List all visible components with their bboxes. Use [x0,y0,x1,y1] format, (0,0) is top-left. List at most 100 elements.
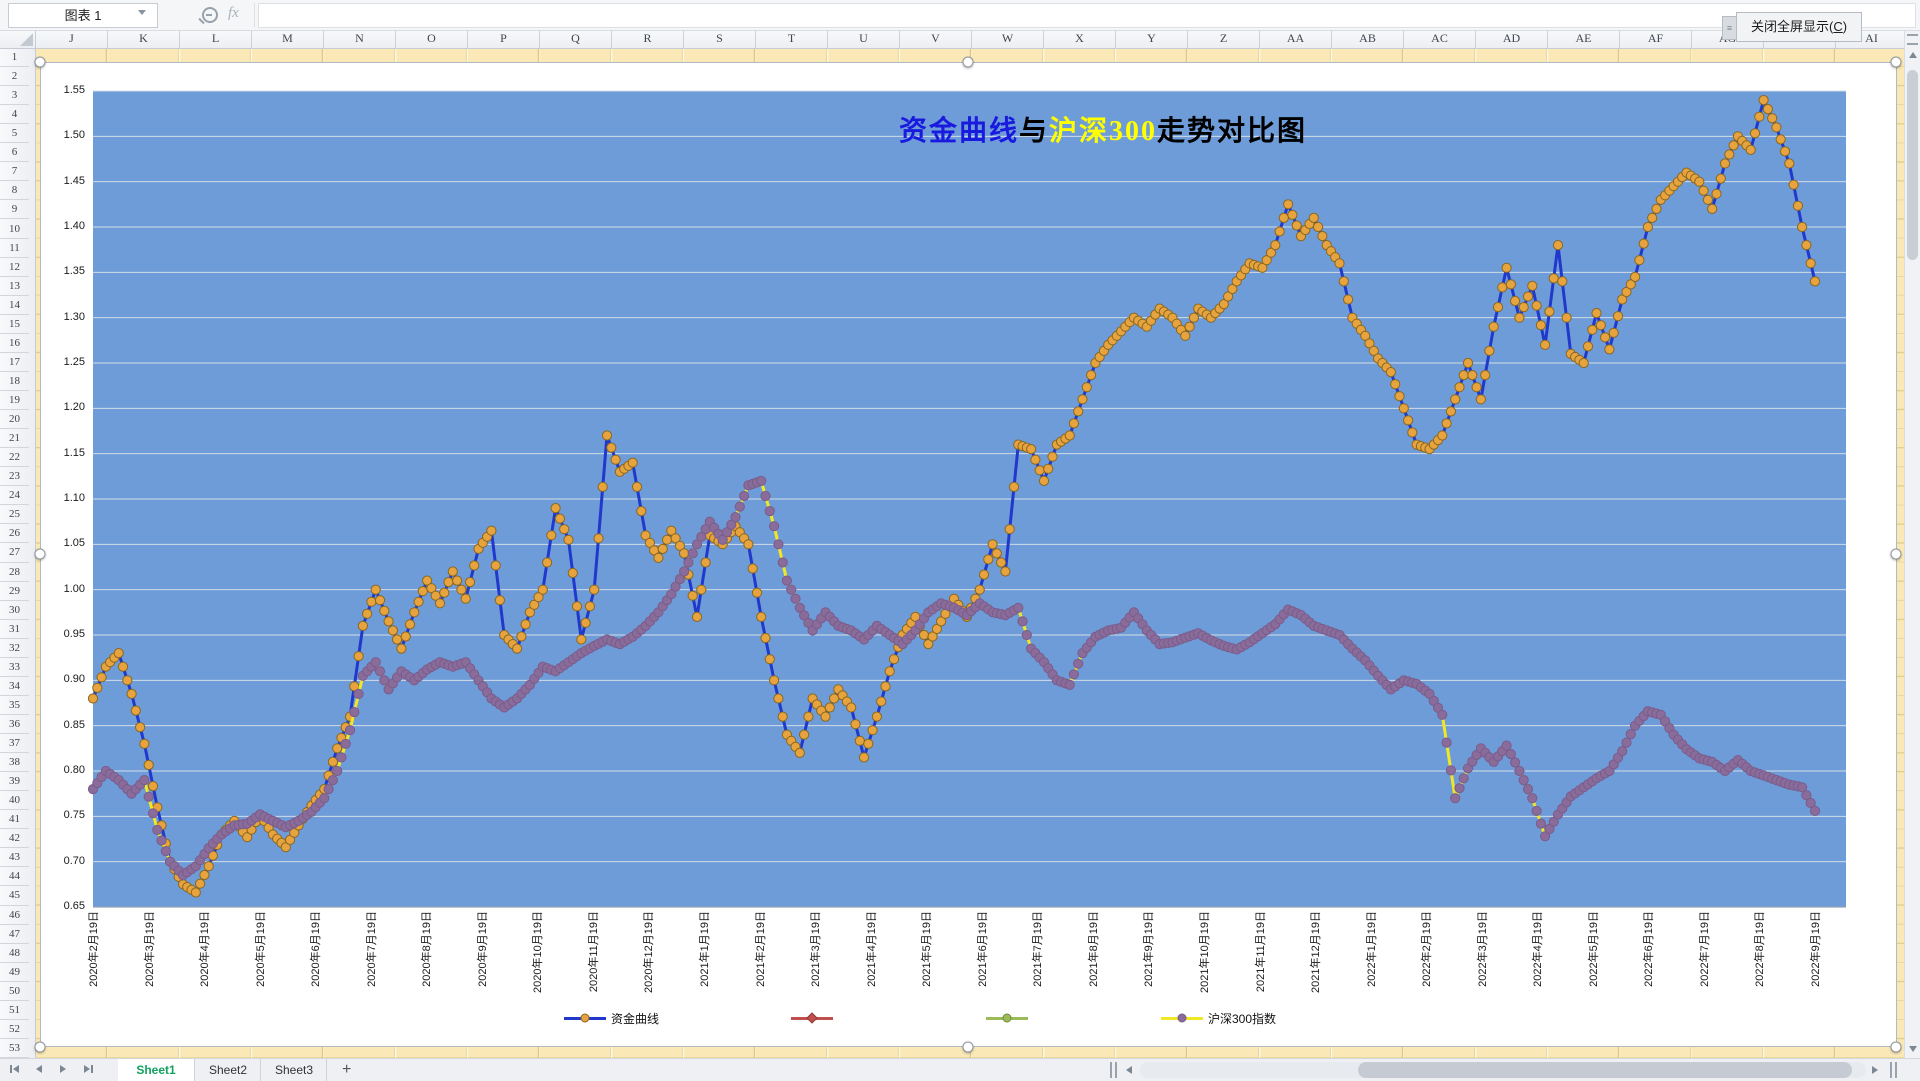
row-header-22[interactable]: 22 [0,448,29,468]
horizontal-split-handle-2[interactable] [1890,1062,1897,1078]
row-header-52[interactable]: 52 [0,1020,29,1039]
row-header-50[interactable]: 50 [0,982,29,1001]
tab-sheet1[interactable]: Sheet1 [118,1059,195,1081]
chart-handle-bottom-right[interactable] [1890,1041,1902,1053]
row-header-30[interactable]: 30 [0,601,29,620]
row-header-16[interactable]: 16 [0,334,29,353]
fx-icon[interactable]: fx [228,5,239,21]
row-header-5[interactable]: 5 [0,124,29,144]
row-header-11[interactable]: 11 [0,239,29,258]
row-header-29[interactable]: 29 [0,582,29,601]
chart-handle-top-left[interactable] [34,56,46,68]
column-header-T[interactable]: T [756,30,828,48]
column-header-X[interactable]: X [1044,30,1116,48]
column-header-P[interactable]: P [468,30,540,48]
row-header-35[interactable]: 35 [0,696,29,715]
row-header-33[interactable]: 33 [0,658,29,677]
row-header-26[interactable]: 26 [0,524,29,544]
column-header-Z[interactable]: Z [1188,30,1260,48]
row-header-12[interactable]: 12 [0,258,29,277]
row-header-9[interactable]: 9 [0,200,29,220]
chart-handle-mid-left[interactable] [34,548,46,560]
row-header-15[interactable]: 15 [0,315,29,334]
row-header-46[interactable]: 46 [0,906,29,925]
legend-item-资金曲线[interactable]: 资金曲线 [564,1009,659,1027]
vertical-scroll-thumb[interactable] [1907,70,1918,260]
column-header-R[interactable]: R [612,30,684,48]
chart-object[interactable]: 资金曲线与沪深300走势对比图 0.65 0.70 0.75 0.80 0.85 0.90… [40,62,1897,1047]
add-sheet-button[interactable]: + [342,1061,352,1078]
horizontal-split-handle[interactable] [1110,1062,1117,1078]
row-header-6[interactable]: 6 [0,143,29,163]
chart-handle-top-right[interactable] [1890,56,1902,68]
zoom-out-icon[interactable] [202,7,218,23]
formula-input[interactable] [258,3,1916,28]
column-header-AA[interactable]: AA [1260,30,1332,48]
column-header-V[interactable]: V [900,30,972,48]
chart-handle-bottom-center[interactable] [962,1041,974,1053]
row-header-25[interactable]: 25 [0,505,29,525]
row-header-48[interactable]: 48 [0,944,29,963]
scroll-right-icon[interactable] [1872,1066,1878,1074]
name-box[interactable]: 图表 1 [8,3,158,28]
row-header-23[interactable]: 23 [0,467,29,487]
vertical-scrollbar[interactable] [1904,30,1920,1058]
row-header-42[interactable]: 42 [0,829,29,849]
column-header-Y[interactable]: Y [1116,30,1188,48]
first-sheet-button[interactable] [10,1065,19,1073]
row-header-37[interactable]: 37 [0,734,29,754]
row-header-20[interactable]: 20 [0,410,29,430]
row-header-7[interactable]: 7 [0,162,29,182]
chart-handle-mid-right[interactable] [1890,548,1902,560]
row-header-17[interactable]: 17 [0,353,29,372]
column-header-S[interactable]: S [684,30,756,48]
fullscreen-toolbar-grip[interactable]: ≡ [1722,16,1737,40]
previous-sheet-button[interactable] [36,1065,42,1073]
scroll-up-icon[interactable] [1909,52,1917,58]
row-header-44[interactable]: 44 [0,867,29,887]
row-header-10[interactable]: 10 [0,220,29,239]
select-all-corner[interactable] [0,30,36,49]
legend-item-沪深300指数[interactable]: 沪深300指数 [1161,1009,1276,1027]
row-header-3[interactable]: 3 [0,86,29,106]
next-sheet-button[interactable] [60,1065,66,1073]
row-header-43[interactable]: 43 [0,848,29,868]
column-header-K[interactable]: K [108,30,180,48]
row-header-53[interactable]: 53 [0,1039,29,1058]
row-header-28[interactable]: 28 [0,563,29,582]
chart-handle-bottom-left[interactable] [34,1041,46,1053]
row-header-34[interactable]: 34 [0,677,29,696]
row-header-8[interactable]: 8 [0,181,29,201]
scroll-down-icon[interactable] [1909,1046,1917,1052]
row-header-38[interactable]: 38 [0,753,29,773]
row-header-1[interactable]: 1 [0,48,29,68]
column-header-W[interactable]: W [972,30,1044,48]
row-header-31[interactable]: 31 [0,620,29,639]
column-header-Q[interactable]: Q [540,30,612,48]
row-header-41[interactable]: 41 [0,810,29,830]
column-header-AB[interactable]: AB [1332,30,1404,48]
column-header-AD[interactable]: AD [1476,30,1548,48]
row-header-36[interactable]: 36 [0,715,29,735]
column-header-O[interactable]: O [396,30,468,48]
row-header-40[interactable]: 40 [0,791,29,811]
row-header-47[interactable]: 47 [0,925,29,944]
row-header-45[interactable]: 45 [0,886,29,906]
row-header-39[interactable]: 39 [0,772,29,792]
row-header-13[interactable]: 13 [0,277,29,296]
chart-title[interactable]: 资金曲线与沪深300走势对比图 [899,109,1307,149]
row-header-14[interactable]: 14 [0,296,29,315]
tab-sheet2[interactable]: Sheet2 [196,1059,261,1081]
row-header-21[interactable]: 21 [0,429,29,449]
row-header-19[interactable]: 19 [0,391,29,411]
column-header-U[interactable]: U [828,30,900,48]
scroll-left-icon[interactable] [1126,1066,1132,1074]
legend-item-series-2[interactable] [986,1009,1028,1027]
row-header-18[interactable]: 18 [0,372,29,391]
row-header-51[interactable]: 51 [0,1001,29,1020]
row-header-27[interactable]: 27 [0,543,29,563]
close-fullscreen-button[interactable]: 关闭全屏显示(C) [1736,12,1863,42]
row-header-49[interactable]: 49 [0,963,29,982]
row-header-24[interactable]: 24 [0,486,29,506]
row-header-2[interactable]: 2 [0,67,29,87]
